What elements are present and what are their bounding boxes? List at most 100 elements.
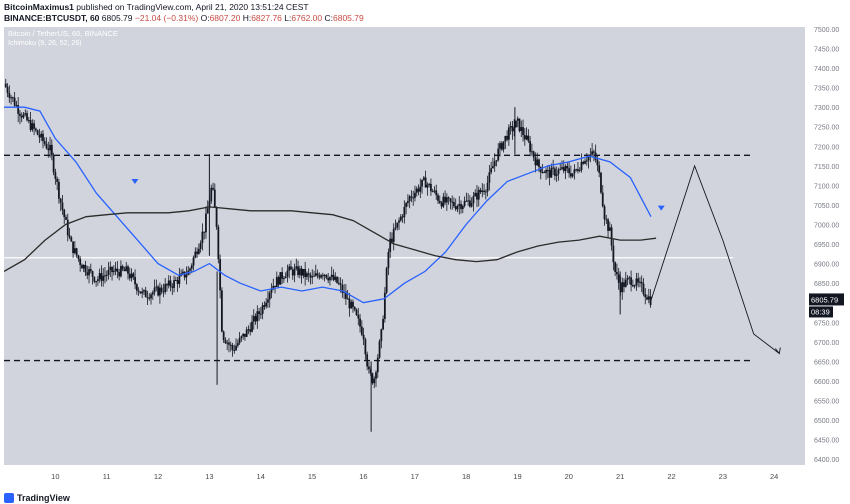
- candle-body: [336, 276, 338, 283]
- x-tick-label: 24: [770, 472, 778, 481]
- y-tick-label: 6850.00: [814, 281, 839, 288]
- candle-body: [380, 329, 383, 342]
- candle-body: [79, 258, 82, 265]
- candle-body: [532, 151, 535, 158]
- candle-body: [171, 286, 174, 288]
- candle-body: [66, 219, 69, 236]
- projection-path: [650, 164, 780, 354]
- candle-body: [637, 278, 640, 283]
- candle-body: [433, 190, 436, 192]
- candle-body: [286, 270, 289, 277]
- x-tick-label: 16: [359, 472, 367, 481]
- author-name[interactable]: BitcoinMaximus1: [4, 2, 74, 12]
- candle-body: [596, 159, 599, 166]
- y-tick-label: 6500.00: [814, 418, 839, 425]
- candle-body: [529, 141, 532, 152]
- candle-body: [564, 165, 567, 172]
- candle-body: [628, 277, 631, 279]
- candle-body: [242, 333, 245, 337]
- candle-body: [617, 274, 620, 283]
- candle-body: [389, 238, 392, 253]
- candle-body: [467, 200, 470, 202]
- chart-area[interactable]: Bitcoin / TetherUS, 60, BINANCE Ichimoku …: [4, 27, 844, 491]
- candle-body: [440, 202, 443, 207]
- x-tick-label: 12: [154, 472, 162, 481]
- candle-body: [534, 157, 537, 166]
- y-tick-label: 7200.00: [814, 144, 839, 151]
- candle-body: [95, 281, 98, 283]
- candle-body: [213, 189, 216, 208]
- candle-body: [247, 329, 250, 331]
- candle-body: [144, 290, 147, 298]
- candle-body: [84, 264, 87, 273]
- candle-body: [438, 200, 441, 203]
- candle-body: [182, 271, 184, 274]
- y-tick-label: 6900.00: [814, 262, 839, 269]
- candle-body: [146, 297, 149, 299]
- candle-body: [398, 220, 400, 223]
- candle-body: [42, 133, 44, 142]
- time-axis: [4, 465, 805, 491]
- candle-body: [631, 285, 634, 287]
- candle-body: [601, 192, 604, 207]
- candle-body: [414, 192, 416, 198]
- low-label: L:: [284, 13, 292, 23]
- candle-body: [382, 318, 384, 330]
- candle-body: [557, 169, 560, 175]
- candle-body: [58, 181, 60, 199]
- open-value: 6807.20: [209, 13, 241, 23]
- candle-body: [406, 201, 409, 204]
- candle-body: [265, 302, 268, 307]
- candle-body: [616, 271, 618, 275]
- candle-body: [150, 294, 152, 299]
- candle-body: [86, 272, 89, 276]
- candle-body: [330, 274, 333, 278]
- y-tick-label: 6650.00: [814, 359, 839, 366]
- candle-body: [98, 273, 101, 280]
- candle-body: [139, 291, 142, 294]
- candle-body: [399, 216, 402, 221]
- x-tick-label: 22: [667, 472, 675, 481]
- candle-body: [153, 287, 156, 293]
- high-label: H:: [242, 13, 252, 23]
- candle-body: [320, 275, 322, 278]
- candle-body: [132, 273, 135, 278]
- candle-body: [561, 167, 563, 169]
- x-tick-label: 13: [205, 472, 213, 481]
- candle-body: [121, 266, 124, 270]
- candle-body: [118, 272, 121, 277]
- candle-body: [649, 296, 652, 306]
- candle-body: [470, 203, 473, 207]
- candle-body: [327, 278, 330, 281]
- price-chart[interactable]: Bitcoin / TetherUS, 60, BINANCE Ichimoku …: [4, 27, 844, 491]
- candle-body: [197, 248, 200, 254]
- open-label: O:: [200, 13, 210, 23]
- candle-body: [515, 120, 517, 128]
- candle-body: [291, 269, 294, 276]
- candle-body: [568, 168, 570, 174]
- candle-body: [183, 271, 186, 278]
- candle-body: [352, 301, 354, 308]
- candle-body: [477, 189, 480, 200]
- candle-body: [290, 266, 292, 270]
- candle-body: [77, 255, 80, 259]
- candles: [4, 78, 652, 432]
- candle-body: [120, 266, 122, 277]
- candle-body: [437, 195, 439, 201]
- tradingview-brand: TradingView: [17, 493, 70, 503]
- candle-body: [538, 159, 540, 167]
- candle-body: [17, 105, 20, 114]
- candle-body: [642, 283, 645, 295]
- low-value: 6762.00: [291, 13, 323, 23]
- candle-body: [647, 296, 650, 300]
- candle-body: [456, 206, 459, 210]
- candle-body: [430, 183, 432, 192]
- candle-body: [502, 141, 505, 150]
- candle-body: [562, 167, 565, 172]
- candle-body: [587, 156, 590, 161]
- candle-body: [360, 326, 363, 335]
- last-price-label: 6805.79: [811, 295, 838, 304]
- candle-body: [373, 378, 376, 384]
- candle-body: [359, 318, 361, 327]
- y-tick-label: 7500.00: [814, 27, 839, 34]
